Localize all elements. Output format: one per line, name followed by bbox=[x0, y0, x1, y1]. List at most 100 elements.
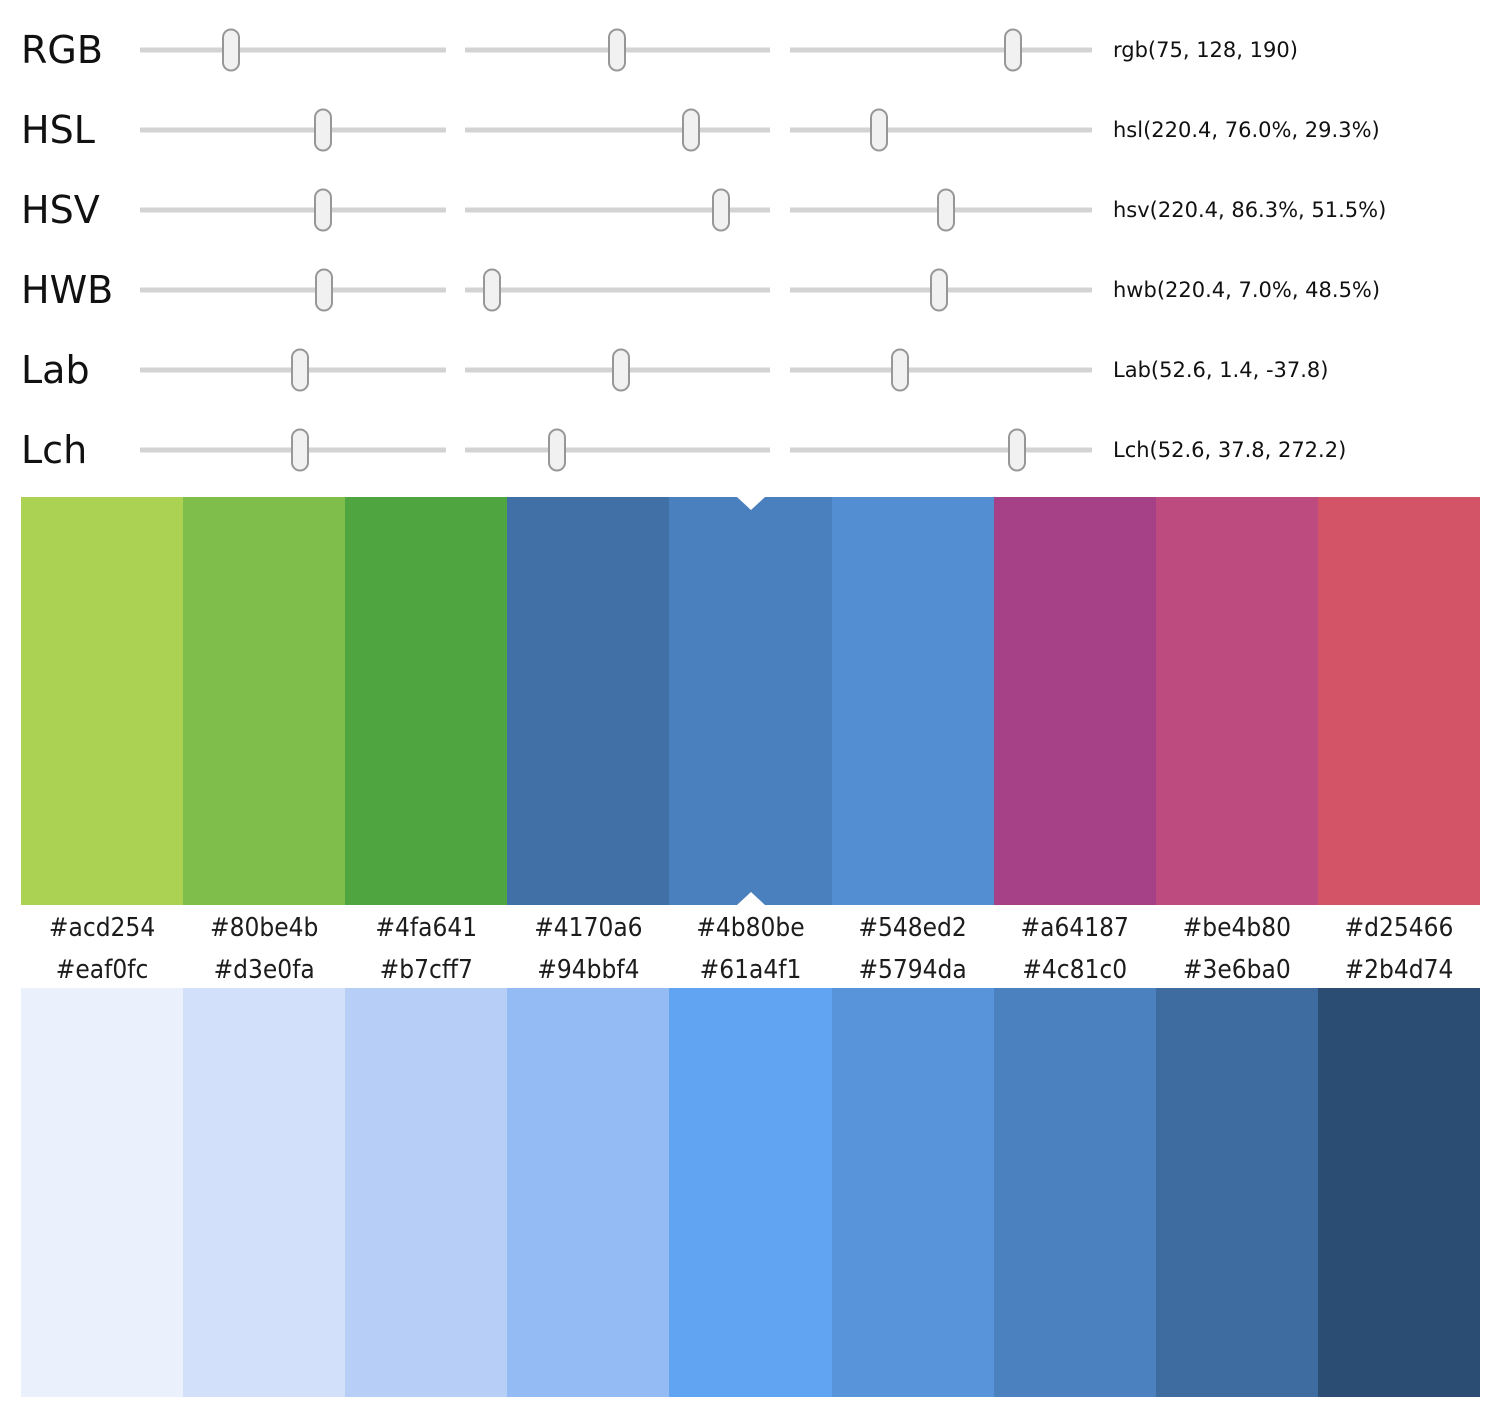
slider-handle[interactable] bbox=[314, 268, 333, 312]
slider-track[interactable] bbox=[140, 47, 446, 53]
hsv-v-slider[interactable] bbox=[790, 170, 1092, 250]
slider-track[interactable] bbox=[465, 287, 770, 293]
slider-handle[interactable] bbox=[891, 348, 910, 392]
slider-handle[interactable] bbox=[681, 108, 700, 152]
hex-code-label: #d25466 bbox=[1344, 913, 1454, 943]
slider-track[interactable] bbox=[790, 127, 1092, 133]
hex-code-label: #4170a6 bbox=[534, 913, 643, 943]
slider-track[interactable] bbox=[140, 287, 446, 293]
hex-code-label: #b7cff7 bbox=[379, 954, 473, 985]
slider-row-rgb: RGB rgb(75, 128, 190) bbox=[0, 10, 1501, 90]
slider-handle[interactable] bbox=[930, 268, 949, 312]
hex-code-label: #be4b80 bbox=[1182, 913, 1291, 943]
slider-track[interactable] bbox=[790, 47, 1092, 53]
shade-swatch[interactable] bbox=[993, 988, 1156, 1397]
hue-swatch[interactable] bbox=[507, 497, 670, 905]
slider-track[interactable] bbox=[465, 207, 770, 213]
lch-l-slider[interactable] bbox=[140, 410, 446, 490]
slider-handle[interactable] bbox=[291, 348, 310, 392]
selection-marker-bottom-icon bbox=[736, 892, 765, 905]
slider-handle[interactable] bbox=[607, 28, 626, 72]
hue-swatch-selected[interactable] bbox=[669, 497, 832, 905]
lab-b-slider[interactable] bbox=[790, 330, 1092, 410]
hex-code-label: #4fa641 bbox=[375, 913, 478, 943]
hex-code-label: #acd254 bbox=[48, 913, 156, 943]
hex-code-label: #2b4d74 bbox=[1344, 954, 1454, 985]
slider-handle[interactable] bbox=[313, 108, 332, 152]
slider-handle[interactable] bbox=[1007, 428, 1026, 472]
slider-track[interactable] bbox=[465, 447, 770, 453]
hex-code-label: #80be4b bbox=[209, 913, 319, 943]
shade-swatch[interactable] bbox=[831, 988, 994, 1397]
colorspace-label-rgb: RGB bbox=[21, 28, 103, 72]
hex-code-label: #4c81c0 bbox=[1022, 954, 1128, 985]
slider-handle[interactable] bbox=[291, 428, 310, 472]
slider-row-lch: Lch Lch(52.6, 37.8, 272.2) bbox=[0, 410, 1501, 490]
slider-track[interactable] bbox=[140, 207, 446, 213]
shade-swatch[interactable] bbox=[345, 988, 508, 1397]
shade-hex-labels: #eaf0fc #d3e0fa #b7cff7 #94bbf4 #61a4f1 … bbox=[21, 951, 1480, 988]
lab-a-slider[interactable] bbox=[465, 330, 770, 410]
hex-code-label: #94bbf4 bbox=[537, 954, 640, 985]
lch-value-text: Lch(52.6, 37.8, 272.2) bbox=[1113, 438, 1347, 462]
hex-code-label: #d3e0fa bbox=[213, 954, 315, 985]
hue-swatch[interactable] bbox=[993, 497, 1156, 905]
hwb-b-slider[interactable] bbox=[790, 250, 1092, 330]
hex-code-label: #eaf0fc bbox=[55, 954, 149, 985]
colorspace-label-hwb: HWB bbox=[21, 268, 114, 312]
hue-hex-labels: #acd254 #80be4b #4fa641 #4170a6 #4b80be … bbox=[21, 905, 1480, 951]
lab-l-slider[interactable] bbox=[140, 330, 446, 410]
slider-row-lab: Lab Lab(52.6, 1.4, -37.8) bbox=[0, 330, 1501, 410]
rgb-g-slider[interactable] bbox=[465, 10, 770, 90]
hwb-h-slider[interactable] bbox=[140, 250, 446, 330]
slider-track[interactable] bbox=[465, 127, 770, 133]
hue-swatch[interactable] bbox=[21, 497, 184, 905]
slider-handle[interactable] bbox=[611, 348, 630, 392]
hue-swatch[interactable] bbox=[831, 497, 994, 905]
shade-swatch[interactable] bbox=[1317, 988, 1480, 1397]
colorspace-label-lab: Lab bbox=[21, 348, 90, 392]
hwb-w-slider[interactable] bbox=[465, 250, 770, 330]
slider-handle[interactable] bbox=[548, 428, 567, 472]
colorspace-label-hsv: HSV bbox=[21, 188, 100, 232]
hue-swatch[interactable] bbox=[345, 497, 508, 905]
hue-palette bbox=[21, 497, 1480, 905]
slider-row-hsv: HSV hsv(220.4, 86.3%, 51.5%) bbox=[0, 170, 1501, 250]
rgb-b-slider[interactable] bbox=[790, 10, 1092, 90]
slider-handle[interactable] bbox=[1003, 28, 1022, 72]
hue-swatch[interactable] bbox=[1155, 497, 1318, 905]
slider-track[interactable] bbox=[790, 447, 1092, 453]
slider-track[interactable] bbox=[140, 127, 446, 133]
rgb-r-slider[interactable] bbox=[140, 10, 446, 90]
lch-c-slider[interactable] bbox=[465, 410, 770, 490]
shade-swatch[interactable] bbox=[21, 988, 184, 1397]
lch-h-slider[interactable] bbox=[790, 410, 1092, 490]
slider-row-hwb: HWB hwb(220.4, 7.0%, 48.5%) bbox=[0, 250, 1501, 330]
slider-handle[interactable] bbox=[313, 188, 332, 232]
hwb-value-text: hwb(220.4, 7.0%, 48.5%) bbox=[1113, 278, 1381, 302]
slider-handle[interactable] bbox=[936, 188, 955, 232]
slider-handle[interactable] bbox=[870, 108, 889, 152]
slider-handle[interactable] bbox=[712, 188, 731, 232]
shade-swatch[interactable] bbox=[1155, 988, 1318, 1397]
hue-swatch[interactable] bbox=[1317, 497, 1480, 905]
slider-handle[interactable] bbox=[483, 268, 502, 312]
hex-code-label: #a64187 bbox=[1020, 913, 1129, 943]
shade-swatch[interactable] bbox=[669, 988, 832, 1397]
hsl-s-slider[interactable] bbox=[465, 90, 770, 170]
slider-handle[interactable] bbox=[221, 28, 240, 72]
shade-swatch[interactable] bbox=[507, 988, 670, 1397]
hue-swatch[interactable] bbox=[183, 497, 346, 905]
hsv-s-slider[interactable] bbox=[465, 170, 770, 250]
hex-code-label: #3e6ba0 bbox=[1182, 954, 1291, 985]
hsv-value-text: hsv(220.4, 86.3%, 51.5%) bbox=[1113, 198, 1387, 222]
slider-track[interactable] bbox=[790, 367, 1092, 373]
hsl-l-slider[interactable] bbox=[790, 90, 1092, 170]
hex-code-label: #5794da bbox=[858, 954, 967, 985]
color-sliders-panel: RGB rgb(75, 128, 190) HSL hsl(220.4, bbox=[0, 10, 1501, 490]
shade-palette bbox=[21, 988, 1480, 1397]
shade-swatch[interactable] bbox=[183, 988, 346, 1397]
hsl-h-slider[interactable] bbox=[140, 90, 446, 170]
colorspace-label-lch: Lch bbox=[21, 428, 88, 472]
hsv-h-slider[interactable] bbox=[140, 170, 446, 250]
